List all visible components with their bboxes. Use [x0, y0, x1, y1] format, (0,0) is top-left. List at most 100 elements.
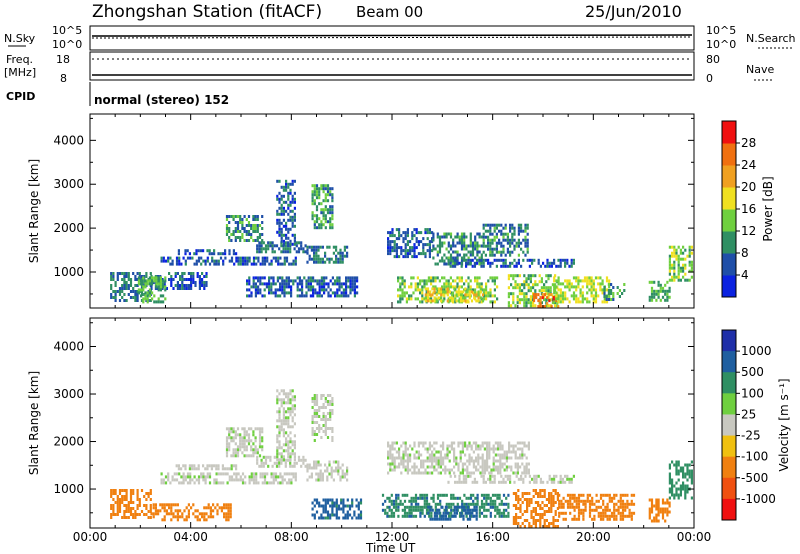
power-cell	[142, 300, 145, 304]
power-cell	[317, 254, 320, 258]
power-cell	[153, 279, 156, 283]
power-cell	[400, 234, 403, 238]
velocity-cell	[512, 450, 515, 454]
power-cell	[496, 297, 499, 301]
velocity-cell	[386, 514, 389, 518]
velocity-cell	[664, 510, 667, 514]
velocity-cell	[290, 478, 293, 482]
power-cell	[525, 283, 528, 287]
velocity-cell	[223, 503, 226, 507]
velocity-cell	[558, 511, 561, 515]
velocity-cell	[423, 496, 426, 500]
power-cell	[236, 227, 240, 230]
power-cell	[320, 279, 323, 283]
power-cell	[248, 294, 251, 298]
x-axis-label: Time UT	[365, 541, 416, 554]
velocity-cell	[149, 507, 152, 510]
power-cell	[289, 188, 292, 192]
velocity-cell	[225, 439, 229, 443]
velocity-cell	[456, 496, 459, 500]
velocity-cell	[243, 427, 246, 431]
power-cell	[621, 292, 624, 295]
velocity-cell	[458, 477, 461, 481]
power-cell	[534, 280, 537, 284]
velocity-cell	[397, 502, 400, 506]
power-cell	[276, 221, 279, 225]
velocity-cell	[315, 478, 318, 482]
power-cell	[404, 246, 407, 250]
power-cell	[469, 288, 472, 292]
power-cell	[270, 285, 273, 289]
power-cell	[236, 215, 240, 218]
velocity-cell	[171, 478, 174, 482]
velocity-cell	[167, 472, 170, 476]
velocity-cell	[228, 442, 231, 446]
velocity-cell	[606, 502, 609, 506]
velocity-cell	[510, 468, 513, 472]
power-cell	[177, 252, 180, 256]
velocity-cell	[291, 452, 294, 456]
power-cell	[256, 215, 259, 218]
velocity-cell	[464, 511, 467, 515]
power-cell	[151, 297, 154, 301]
power-cell	[134, 299, 137, 302]
velocity-cell	[450, 511, 453, 515]
velocity-cell	[444, 511, 447, 515]
power-cell	[482, 235, 485, 239]
power-cell	[428, 252, 431, 256]
power-cell	[192, 272, 195, 275]
velocity-cell	[395, 456, 398, 460]
power-cell	[198, 287, 201, 290]
velocity-cell	[523, 471, 526, 475]
power-cell	[146, 282, 149, 286]
velocity-cell	[269, 458, 272, 462]
power-cell	[326, 220, 330, 224]
power-cell	[140, 288, 143, 292]
velocity-cell	[235, 472, 238, 476]
power-cell	[315, 254, 318, 258]
power-cell	[267, 241, 270, 245]
velocity-cell	[453, 471, 456, 475]
power-cell	[673, 269, 676, 273]
velocity-cell	[597, 514, 600, 518]
velocity-cell	[226, 467, 229, 471]
power-cell	[419, 291, 422, 295]
velocity-cell	[335, 460, 338, 464]
power-cell	[539, 299, 542, 303]
power-cell	[277, 256, 280, 260]
velocity-cell	[677, 487, 680, 491]
power-cell	[564, 297, 567, 301]
power-cell	[474, 256, 477, 260]
power-cell	[413, 228, 416, 232]
power-cell	[426, 231, 429, 235]
power-cell	[112, 278, 115, 281]
power-cell	[175, 262, 179, 266]
velocity-cell	[232, 451, 235, 455]
power-cell	[520, 229, 523, 233]
velocity-cell	[337, 463, 340, 467]
power-cell	[572, 258, 575, 262]
power-cell	[482, 244, 485, 248]
power-cell	[340, 285, 343, 289]
power-cell	[228, 227, 231, 230]
power-cell	[320, 223, 323, 227]
velocity-cell	[455, 462, 458, 466]
power-cell	[424, 293, 427, 297]
velocity-cell	[302, 455, 305, 459]
velocity-cell	[322, 418, 325, 421]
power-cell	[318, 226, 321, 230]
power-cell	[326, 187, 330, 191]
power-cell	[526, 247, 529, 251]
velocity-cell	[461, 508, 464, 512]
velocity-cell	[671, 493, 674, 497]
velocity-cell	[490, 447, 493, 451]
power-cell	[431, 249, 434, 253]
velocity-cell	[478, 514, 481, 518]
velocity-cell	[287, 440, 290, 444]
velocity-cell	[503, 456, 506, 460]
power-cell	[217, 259, 220, 263]
power-cell	[125, 272, 128, 275]
velocity-colorbar-label: 1000	[741, 344, 772, 358]
power-cell	[422, 252, 425, 256]
velocity-cell	[195, 478, 198, 482]
